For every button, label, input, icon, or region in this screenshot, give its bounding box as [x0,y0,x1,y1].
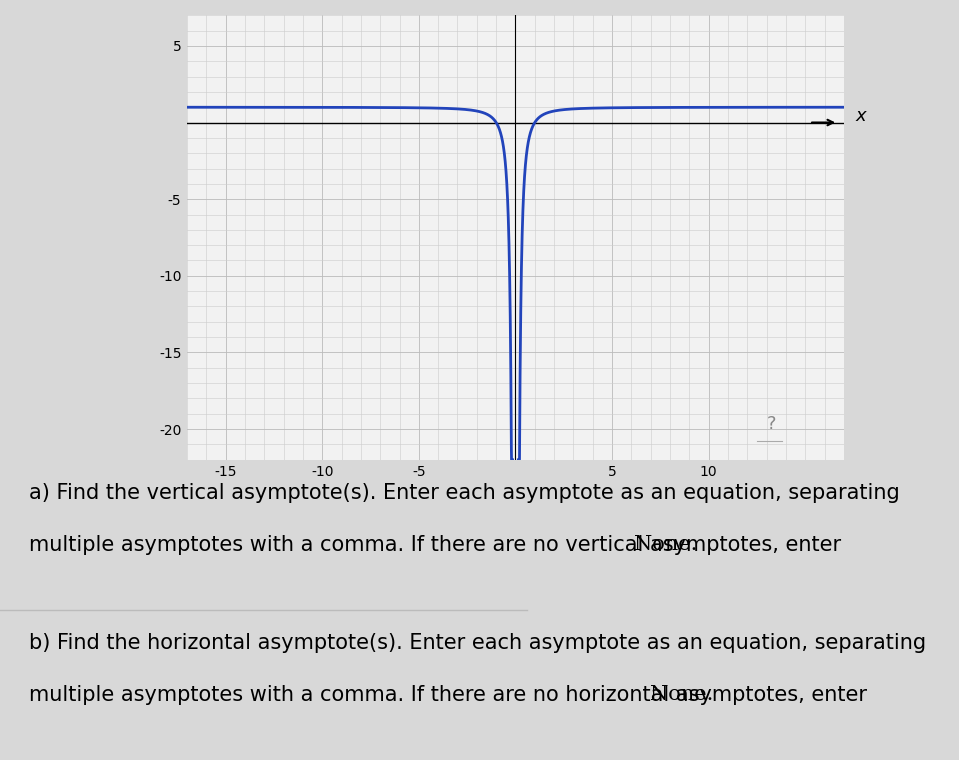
Text: multiple asymptotes with a comma. If there are no horizontal asymptotes, enter: multiple asymptotes with a comma. If the… [29,685,874,705]
Text: b) Find the horizontal asymptote(s). Enter each asymptote as an equation, separa: b) Find the horizontal asymptote(s). Ent… [29,633,925,653]
Text: x: x [855,107,866,125]
Text: multiple asymptotes with a comma. If there are no vertical asymptotes, enter: multiple asymptotes with a comma. If the… [29,535,848,555]
Text: a) Find the vertical asymptote(s). Enter each asymptote as an equation, separati: a) Find the vertical asymptote(s). Enter… [29,483,900,503]
Text: None.: None. [634,535,697,554]
Text: None.: None. [650,685,713,704]
Text: ?: ? [766,415,776,433]
